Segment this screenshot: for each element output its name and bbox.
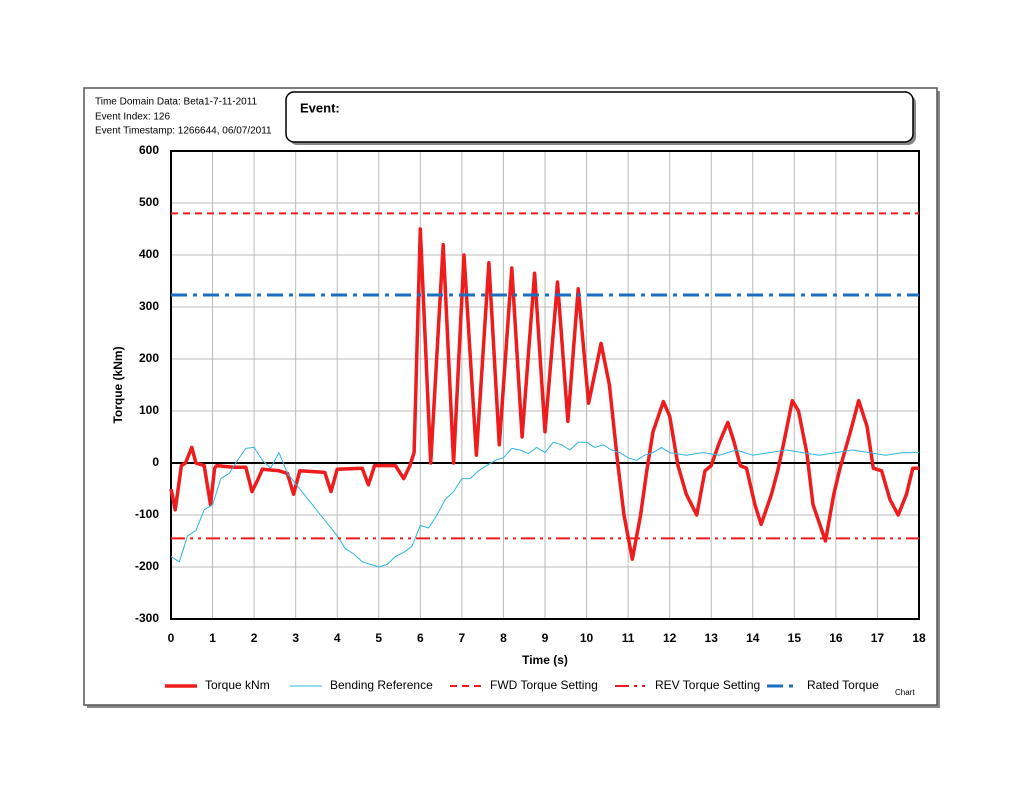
- x-tick-label: 13: [705, 631, 719, 645]
- x-tick-label: 1: [209, 631, 216, 645]
- x-tick-label: 18: [912, 631, 926, 645]
- x-tick-label: 12: [663, 631, 677, 645]
- y-tick-label: 200: [139, 351, 159, 365]
- y-tick-label: 500: [139, 195, 159, 209]
- legend-label: Torque kNm: [205, 678, 270, 692]
- y-tick-label: -200: [135, 559, 159, 573]
- x-tick-label: 10: [580, 631, 594, 645]
- frame: [83, 87, 938, 706]
- x-tick-label: 11: [622, 631, 635, 645]
- y-tick-label: 400: [139, 247, 159, 261]
- series-line: [169, 227, 919, 561]
- header-line: Time Domain Data: Beta1-7-11-2011: [95, 97, 258, 108]
- y-tick-label: 0: [152, 455, 159, 469]
- x-tick-label: 17: [871, 631, 885, 645]
- x-axis-label: Time (s): [522, 653, 568, 667]
- event-label: Event:: [300, 100, 340, 115]
- x-tick-label: 0: [168, 631, 175, 645]
- x-tick-label: 7: [459, 631, 466, 645]
- header-line: Event Index: 126: [95, 112, 170, 123]
- legend-label: Bending Reference: [330, 678, 433, 692]
- series-line: [170, 441, 919, 568]
- plot-border: [170, 150, 920, 620]
- x-tick-label: 3: [292, 631, 299, 645]
- x-tick-label: 9: [542, 631, 549, 645]
- x-tick-label: 14: [746, 631, 760, 645]
- legend-label: Rated Torque: [807, 678, 879, 692]
- y-tick-label: 300: [139, 299, 159, 313]
- x-tick-label: 15: [788, 631, 802, 645]
- x-tick-label: 6: [417, 631, 424, 645]
- y-axis-label: Torque (kNm): [111, 346, 125, 423]
- x-tick-label: 16: [829, 631, 843, 645]
- y-tick-label: -300: [135, 611, 159, 625]
- header-line: Event Timestamp: 1266644, 06/07/2011: [95, 126, 272, 137]
- legend-label: REV Torque Setting: [655, 678, 760, 692]
- event-box: [285, 91, 914, 143]
- y-tick-label: -100: [135, 507, 159, 521]
- x-tick-label: 4: [334, 631, 341, 645]
- corner-note: Chart: [895, 688, 915, 697]
- x-tick-label: 2: [251, 631, 258, 645]
- legend-label: FWD Torque Setting: [490, 678, 598, 692]
- y-tick-label: 100: [139, 403, 159, 417]
- x-tick-label: 5: [375, 631, 382, 645]
- x-tick-label: 8: [500, 631, 507, 645]
- y-tick-label: 600: [139, 143, 159, 157]
